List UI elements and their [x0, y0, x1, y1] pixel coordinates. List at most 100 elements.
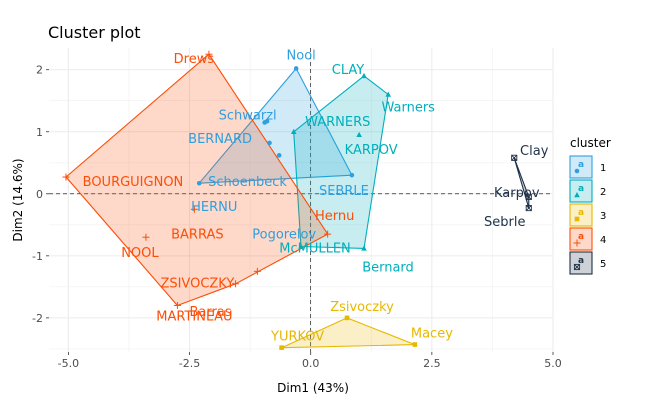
y-tick-label: 0	[36, 188, 43, 201]
point-mark	[290, 128, 297, 134]
data-point	[525, 205, 532, 212]
data-point	[361, 245, 367, 251]
legend-key-glyph: a	[578, 232, 584, 242]
data-point	[232, 280, 240, 288]
point-mark	[361, 72, 367, 79]
point-mark	[574, 264, 580, 270]
data-point	[525, 193, 532, 200]
data-point	[344, 315, 350, 321]
data-point	[324, 230, 332, 238]
x-tick-label: 5.0	[544, 357, 562, 370]
data-point	[267, 140, 272, 146]
data-point	[361, 72, 367, 79]
chart-title: Cluster plot	[48, 23, 141, 42]
data-point	[253, 267, 261, 275]
x-axis-label: Dim1 (43%)	[277, 381, 349, 395]
point-label: Drews	[174, 52, 215, 67]
y-tick-label: -1	[32, 250, 43, 263]
data-point	[573, 263, 581, 271]
data-point	[385, 91, 392, 97]
cluster-hulls	[65, 53, 530, 349]
point-mark	[525, 205, 532, 211]
data-point	[356, 131, 362, 138]
point-label: ZSIVOCZKY	[160, 276, 234, 291]
data-point	[573, 239, 581, 247]
legend-key-glyph: a	[578, 160, 584, 170]
x-tick-label: 2.5	[423, 357, 441, 370]
point-label: Sebrle	[484, 215, 525, 230]
cluster-points	[62, 50, 532, 350]
legend-title: cluster	[570, 136, 611, 150]
point-mark	[385, 91, 392, 97]
data-point	[511, 154, 518, 161]
data-point	[574, 168, 580, 174]
data-point	[205, 50, 213, 58]
point-label: Karpov	[494, 186, 540, 201]
point-label: McMULLEN	[279, 242, 351, 257]
legend-key-glyph: a	[578, 184, 584, 194]
point-mark	[574, 192, 580, 198]
legend-key-glyph: a	[578, 208, 584, 218]
point-mark	[267, 140, 272, 146]
point-label: Macey	[411, 327, 453, 342]
point-label: KARPOV	[345, 143, 398, 158]
panel-background	[49, 48, 553, 352]
legend-label: 5	[600, 259, 606, 270]
data-point	[173, 301, 181, 309]
point-mark	[264, 118, 270, 124]
point-label: BERNARD	[188, 132, 252, 147]
point-label: Pogorelov	[252, 227, 316, 242]
data-point	[574, 216, 580, 222]
point-label: SEBRLE	[319, 184, 369, 199]
data-point	[264, 118, 270, 124]
point-label: WARNERS	[305, 115, 370, 130]
point-label: Bernard	[362, 260, 414, 275]
point-mark	[525, 193, 532, 200]
point-label: MARTINEAU	[156, 309, 232, 324]
point-label: NOOL	[121, 246, 159, 261]
point-label: Warners	[381, 101, 435, 116]
point-mark	[196, 180, 202, 186]
legend-label: 2	[600, 187, 606, 198]
point-mark	[525, 193, 532, 200]
cluster-hull-4	[65, 53, 329, 307]
point-label: HERNU	[191, 200, 237, 215]
data-point	[279, 345, 284, 350]
point-label: BOURGUIGNON	[83, 175, 184, 190]
data-point	[290, 128, 297, 134]
data-point	[574, 192, 580, 198]
data-point	[349, 172, 355, 178]
cluster-hull-1	[198, 67, 353, 184]
axes: -5.0 -2.5 0.0 2.5 5.0 -2 -1 0 1 2	[32, 64, 562, 370]
data-point	[293, 66, 299, 71]
point-mark	[511, 154, 518, 161]
point-mark	[412, 342, 418, 347]
point-label: Schwarzl	[219, 108, 277, 123]
data-point	[276, 153, 282, 158]
point-mark	[344, 315, 350, 321]
point-label: BARRAS	[171, 227, 224, 242]
point-mark	[574, 216, 580, 222]
point-mark	[349, 172, 355, 178]
data-point	[412, 342, 418, 347]
point-mark	[511, 154, 518, 161]
legend-key-glyph: a	[578, 256, 584, 266]
point-mark	[574, 168, 580, 174]
x-tick-label: -2.5	[179, 357, 200, 370]
point-label: YURKOV	[270, 330, 324, 345]
data-point	[298, 243, 304, 249]
point-mark	[276, 153, 282, 158]
point-mark	[293, 66, 299, 71]
legend-label: 1	[600, 163, 606, 174]
y-tick-label: 1	[36, 126, 43, 139]
legend-label: 3	[600, 211, 606, 222]
cluster-hull-3	[281, 317, 416, 349]
point-label: Hernu	[315, 209, 354, 224]
point-label: Nool	[287, 48, 316, 63]
